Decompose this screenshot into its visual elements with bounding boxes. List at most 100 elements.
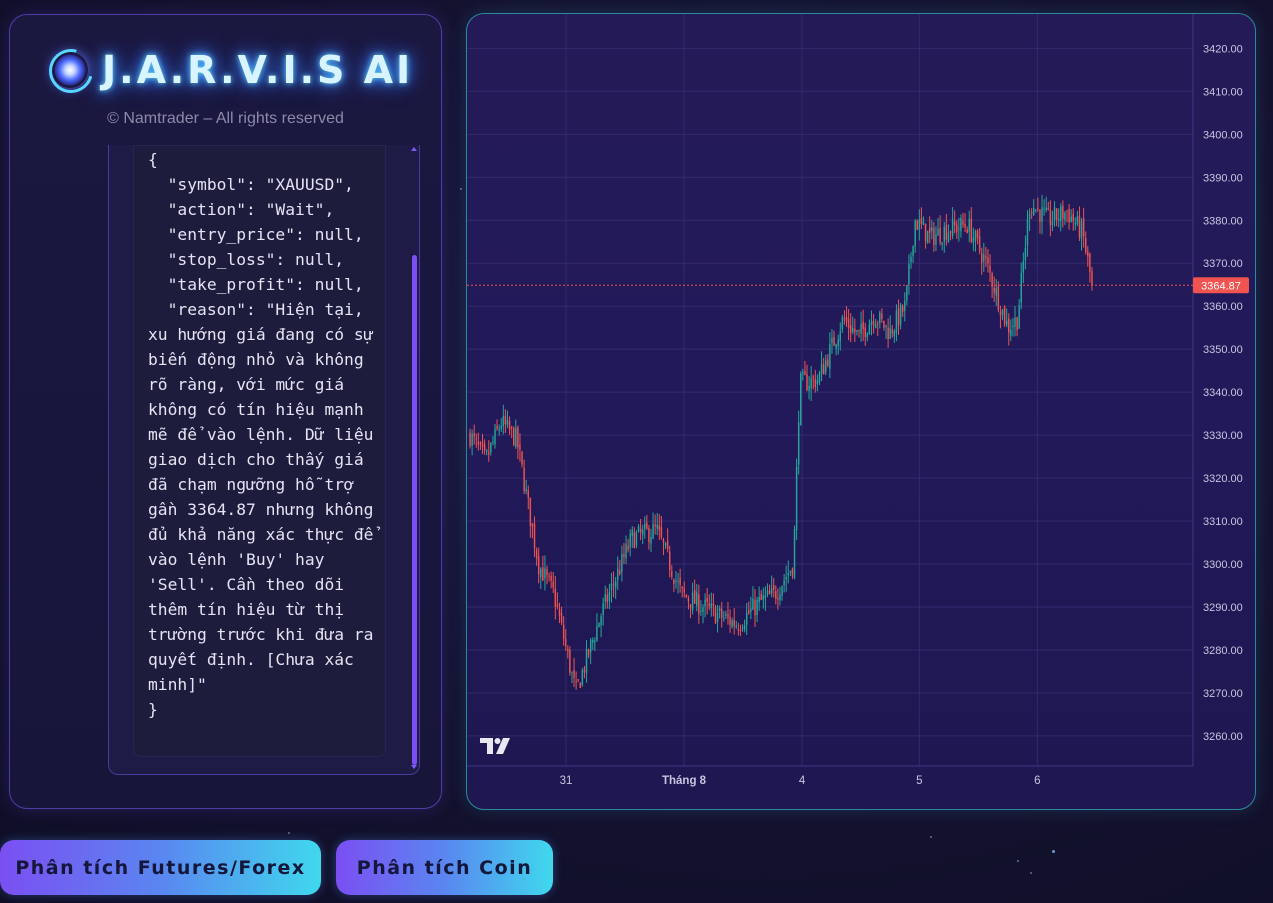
candle-body bbox=[700, 610, 702, 612]
candle-body bbox=[804, 371, 806, 376]
candle-body bbox=[772, 585, 775, 590]
candle-body bbox=[535, 550, 538, 559]
candle-body bbox=[658, 525, 661, 530]
x-tick-label: 6 bbox=[1034, 775, 1040, 787]
analyze-futures-forex-button[interactable]: Phân tích Futures/Forex bbox=[0, 840, 321, 895]
tradingview-logo-icon[interactable] bbox=[479, 736, 511, 756]
candle-body bbox=[720, 608, 723, 618]
candle-body bbox=[966, 229, 968, 233]
candle-body bbox=[602, 603, 604, 615]
scrollbar-thumb[interactable] bbox=[412, 255, 417, 765]
candle-body bbox=[750, 608, 752, 612]
candle-body bbox=[931, 227, 933, 232]
y-tick-label: 3340.00 bbox=[1203, 387, 1243, 399]
candle-body bbox=[839, 331, 842, 341]
y-tick-label: 3410.00 bbox=[1203, 86, 1243, 98]
candle-body bbox=[575, 681, 577, 683]
candle-body bbox=[972, 237, 975, 243]
candle-body bbox=[475, 438, 478, 440]
candle-body bbox=[660, 527, 663, 538]
candle-body bbox=[698, 594, 700, 615]
candle-body bbox=[629, 533, 631, 548]
price-chart-panel[interactable]: 3260.00 3270.00 3280.00 3290.00 3300.00 3310.… bbox=[466, 13, 1256, 810]
candle-body bbox=[668, 551, 671, 571]
candle-body bbox=[1062, 205, 1064, 219]
candle-body bbox=[762, 595, 765, 600]
candle-body bbox=[490, 442, 492, 453]
candle-body bbox=[716, 613, 719, 622]
candle-body bbox=[818, 372, 821, 383]
scroll-up-arrow-icon[interactable] bbox=[411, 147, 417, 151]
candle-body bbox=[633, 532, 636, 549]
candle-body bbox=[729, 616, 731, 625]
scroll-down-arrow-icon[interactable] bbox=[411, 765, 417, 769]
candle-body bbox=[883, 320, 885, 328]
candle-body bbox=[560, 613, 563, 623]
candle-body bbox=[691, 592, 694, 611]
y-tick-label: 3370.00 bbox=[1203, 258, 1243, 270]
candle-body bbox=[752, 598, 754, 610]
candlestick-chart[interactable]: 3260.00 3270.00 3280.00 3290.00 3300.00 3310.… bbox=[467, 14, 1256, 810]
candle-body bbox=[739, 629, 742, 631]
candle-body bbox=[725, 614, 727, 616]
candle-body bbox=[662, 539, 665, 543]
candle-body bbox=[737, 628, 740, 631]
candle-body bbox=[650, 536, 652, 544]
candle-body bbox=[685, 595, 688, 598]
candle-body bbox=[760, 593, 762, 600]
candle-body bbox=[847, 318, 850, 329]
candle-body bbox=[554, 588, 557, 607]
candle-body bbox=[600, 616, 602, 626]
output-scrollbar[interactable] bbox=[411, 145, 419, 774]
candle-body bbox=[523, 467, 525, 492]
y-tick-label: 3320.00 bbox=[1203, 473, 1243, 485]
candle-body bbox=[1005, 320, 1008, 326]
candle-body bbox=[525, 488, 527, 492]
candle-body bbox=[515, 427, 517, 448]
candle-body bbox=[827, 359, 829, 366]
candle-body bbox=[529, 497, 532, 526]
candle-body bbox=[912, 245, 914, 257]
candle-body bbox=[962, 220, 964, 225]
candle-body bbox=[858, 329, 860, 331]
candle-body bbox=[933, 228, 935, 246]
candle-body bbox=[608, 592, 611, 601]
candle-body bbox=[544, 568, 546, 579]
candle-body bbox=[1066, 210, 1068, 212]
candle-body bbox=[918, 219, 921, 230]
candle-body bbox=[941, 242, 943, 245]
candle-body bbox=[687, 598, 690, 602]
candle-body bbox=[872, 321, 875, 326]
y-tick-label: 3280.00 bbox=[1203, 645, 1243, 657]
analyze-coin-button[interactable]: Phân tích Coin bbox=[336, 840, 553, 895]
background-star bbox=[460, 188, 462, 190]
candle-body bbox=[920, 217, 923, 225]
candle-body bbox=[479, 442, 482, 444]
y-tick-label: 3310.00 bbox=[1203, 516, 1243, 528]
candle-body bbox=[949, 231, 952, 233]
candle-body bbox=[735, 626, 738, 628]
candle-body bbox=[928, 227, 931, 233]
candle-body bbox=[976, 230, 979, 238]
candle-body bbox=[1087, 251, 1089, 257]
candle-body bbox=[935, 234, 937, 245]
x-tick-label: 4 bbox=[799, 775, 806, 787]
candle-body bbox=[854, 328, 856, 333]
candle-body bbox=[806, 374, 808, 391]
candle-body bbox=[631, 529, 634, 536]
candle-body bbox=[904, 300, 906, 311]
candle-body bbox=[1022, 261, 1025, 273]
candle-body bbox=[623, 554, 625, 557]
candle-body bbox=[627, 546, 629, 550]
candle-body bbox=[756, 600, 758, 616]
candle-body bbox=[745, 612, 748, 625]
candle-body bbox=[881, 314, 883, 319]
candle-body bbox=[1074, 223, 1077, 225]
candle-body bbox=[1080, 221, 1083, 240]
candle-body bbox=[852, 328, 854, 333]
candle-body bbox=[646, 522, 648, 529]
candle-body bbox=[573, 669, 575, 679]
candle-body bbox=[673, 579, 675, 584]
candle-body bbox=[1026, 219, 1029, 246]
candle-body bbox=[1024, 247, 1027, 261]
